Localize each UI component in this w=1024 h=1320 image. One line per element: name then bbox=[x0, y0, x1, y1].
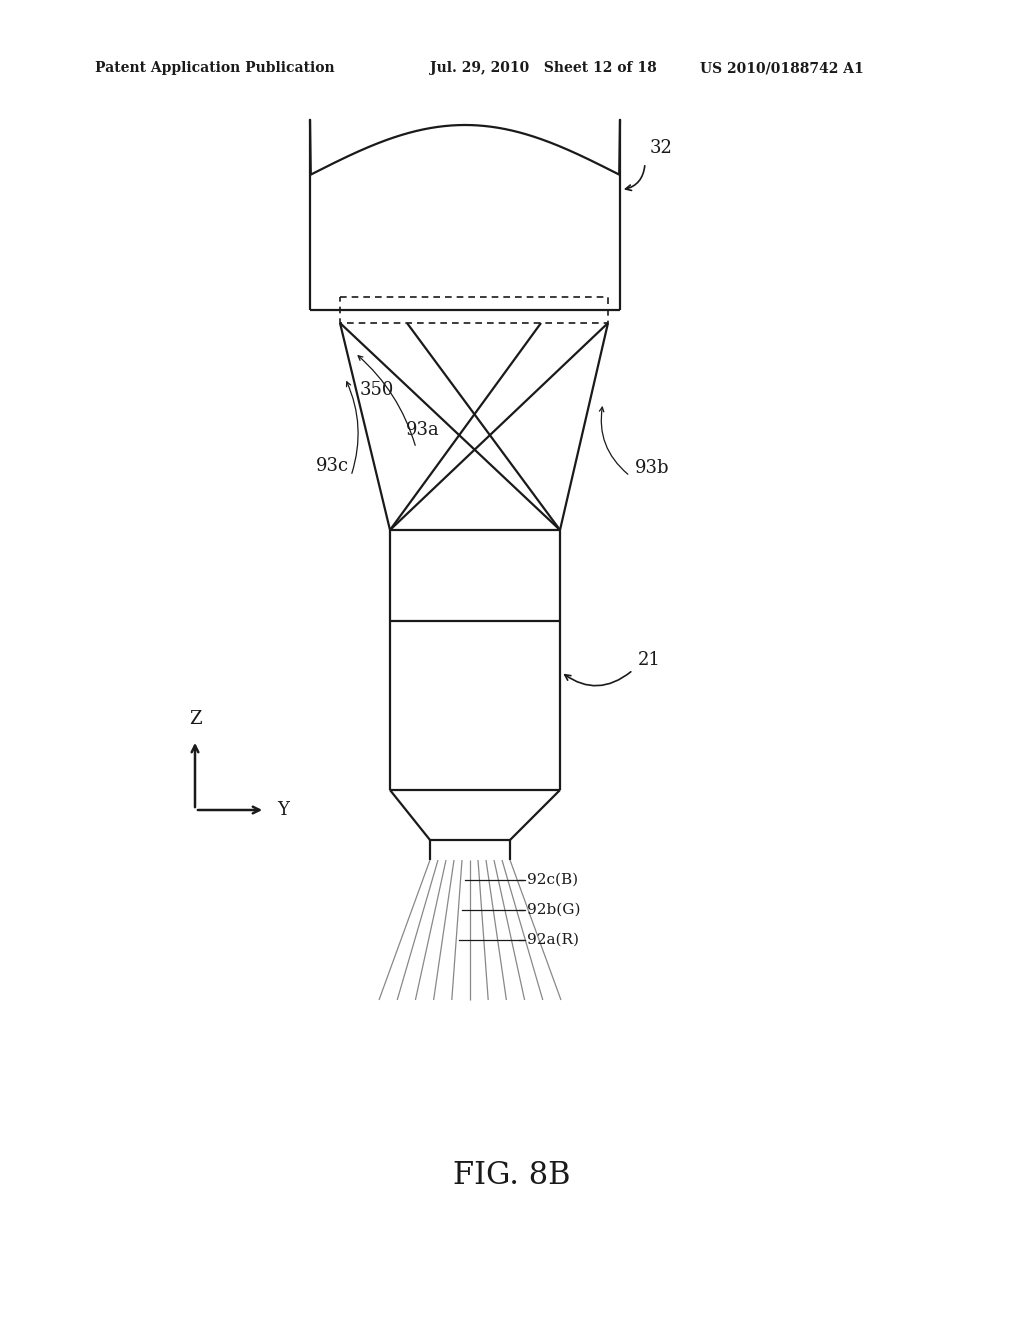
Text: 93c: 93c bbox=[316, 457, 349, 475]
Text: 21: 21 bbox=[638, 651, 660, 669]
Text: Z: Z bbox=[188, 710, 202, 729]
Bar bbox=[340, 297, 608, 323]
Text: 350: 350 bbox=[360, 381, 394, 399]
Text: 92a(R): 92a(R) bbox=[527, 933, 579, 946]
Text: 92b(G): 92b(G) bbox=[527, 903, 581, 917]
Text: 93a: 93a bbox=[406, 421, 439, 440]
Text: 32: 32 bbox=[650, 139, 673, 157]
Text: 93b: 93b bbox=[635, 459, 670, 477]
Text: FIG. 8B: FIG. 8B bbox=[454, 1159, 570, 1191]
Text: Jul. 29, 2010   Sheet 12 of 18: Jul. 29, 2010 Sheet 12 of 18 bbox=[430, 61, 656, 75]
Text: US 2010/0188742 A1: US 2010/0188742 A1 bbox=[700, 61, 864, 75]
Text: Y: Y bbox=[278, 801, 289, 818]
Text: 92c(B): 92c(B) bbox=[527, 873, 579, 887]
Text: Patent Application Publication: Patent Application Publication bbox=[95, 61, 335, 75]
